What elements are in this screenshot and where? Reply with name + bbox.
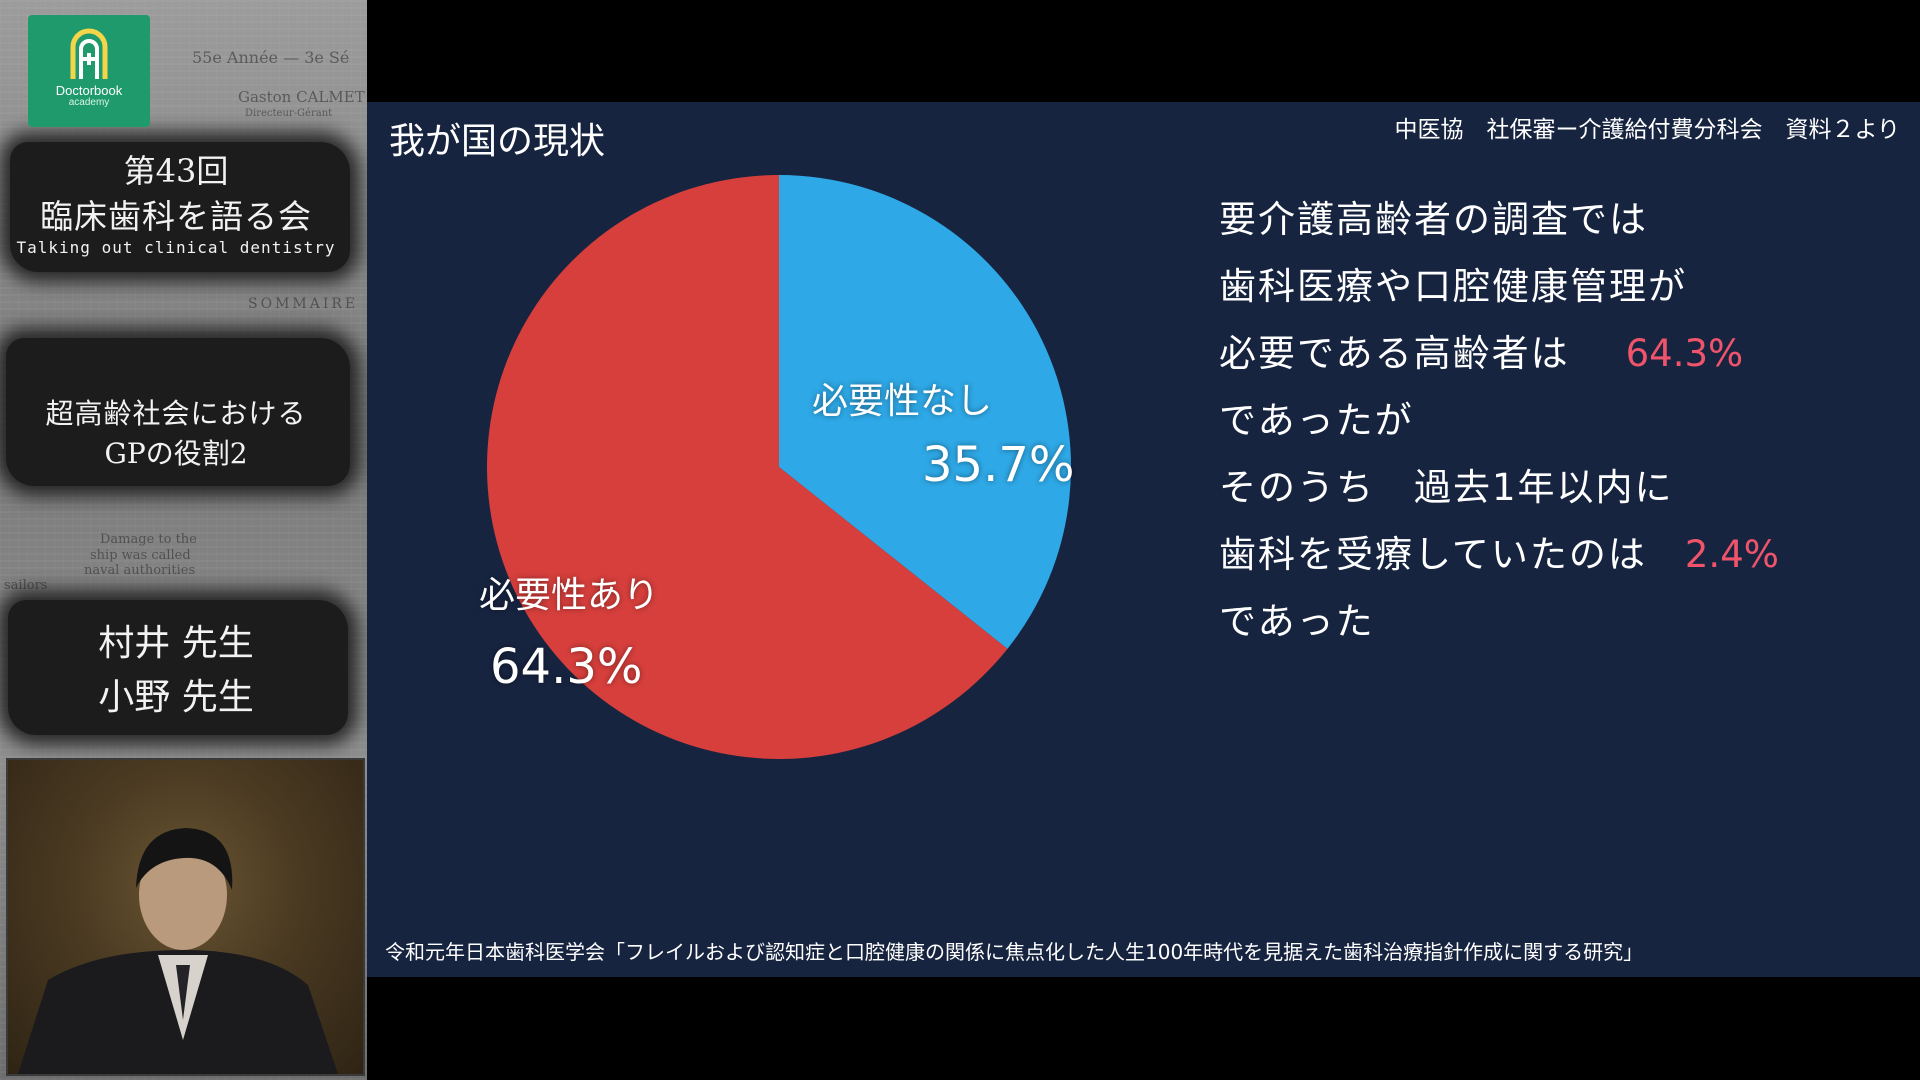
ink-brush-block	[8, 600, 348, 735]
pie-chart	[486, 175, 1071, 759]
summary-line: そのうち 過去1年以内に	[1219, 466, 1674, 509]
slide-title: 我が国の現状	[389, 121, 606, 162]
pie-slice-needed	[486, 175, 1008, 759]
event-subtitle: Talking out clinical dentistry	[16, 238, 336, 257]
logo-name: Doctorbook	[55, 83, 123, 98]
background-clipping: naval authorities	[84, 563, 196, 578]
ink-brush-block	[10, 142, 350, 272]
slice-label-needed: 必要性あり	[479, 575, 660, 616]
highlight-value: 2.4%	[1684, 533, 1779, 576]
speaker-camera-feed	[6, 758, 365, 1076]
talk-title-line1: 超高齢社会における	[45, 397, 307, 430]
slice-value-needed: 64.3%	[490, 639, 643, 695]
doctorbook-logo: Doctorbook academy	[28, 15, 150, 127]
summary-line: 歯科を受療していたのは 2.4%	[1219, 521, 1909, 588]
slice-label-not-needed: 必要性なし	[812, 381, 993, 422]
presentation-slide: 我が国の現状 中医協 社保審ー介護給付費分科会 資料２より 必要性なし 35.7…	[367, 102, 1920, 977]
doctorbook-logo-icon	[70, 28, 108, 79]
background-clipping: Gaston CALMET	[238, 88, 365, 106]
pie-slice-not-needed	[779, 175, 1071, 649]
summary-line: であったが	[1219, 399, 1414, 442]
speaker-name: 村井 先生	[98, 623, 254, 664]
summary-text-segment: 歯科を受療していたのは	[1219, 533, 1647, 576]
summary-line: 必要である高齢者は 64.3%	[1219, 320, 1909, 387]
summary-text: 要介護高齢者の調査では 歯科医療や口腔健康管理が 必要である高齢者は 64.3% …	[1219, 186, 1909, 655]
ink-brush-block	[6, 338, 350, 486]
background-clipping: SOMMAIRE	[248, 296, 359, 312]
background-clipping: 55e Année — 3e Sé	[192, 48, 350, 67]
speaker-name: 小野 先生	[98, 677, 254, 718]
highlight-value: 64.3%	[1625, 332, 1744, 375]
background-clipping: sailors	[4, 578, 48, 593]
slice-value-not-needed: 35.7%	[922, 437, 1075, 493]
source-note: 中医協 社保審ー介護給付費分科会 資料２より	[1394, 117, 1900, 143]
talk-title-line2: GPの役割2	[104, 437, 248, 470]
summary-line: 歯科医療や口腔健康管理が	[1219, 265, 1687, 308]
summary-line: 要介護高齢者の調査では	[1219, 198, 1648, 241]
background-clipping: ship was called	[90, 548, 191, 563]
speaker-silhouette	[18, 828, 338, 1074]
background-clipping: Directeur-Gérant	[245, 108, 333, 119]
event-title: 臨床歯科を語る会	[40, 197, 312, 236]
summary-text-segment: 必要である高齢者は	[1219, 332, 1570, 375]
event-number: 第43回	[123, 152, 229, 190]
sidebar-panel: 55e Année — 3e Sé Gaston CALMET Directeu…	[0, 0, 367, 1080]
background-clipping: Damage to the	[100, 532, 197, 547]
logo-subtitle: academy	[68, 97, 110, 108]
summary-line: であった	[1219, 600, 1375, 643]
citation-footer: 令和元年日本歯科医学会「フレイルおよび認知症と口腔健康の関係に焦点化した人生10…	[385, 940, 1644, 964]
